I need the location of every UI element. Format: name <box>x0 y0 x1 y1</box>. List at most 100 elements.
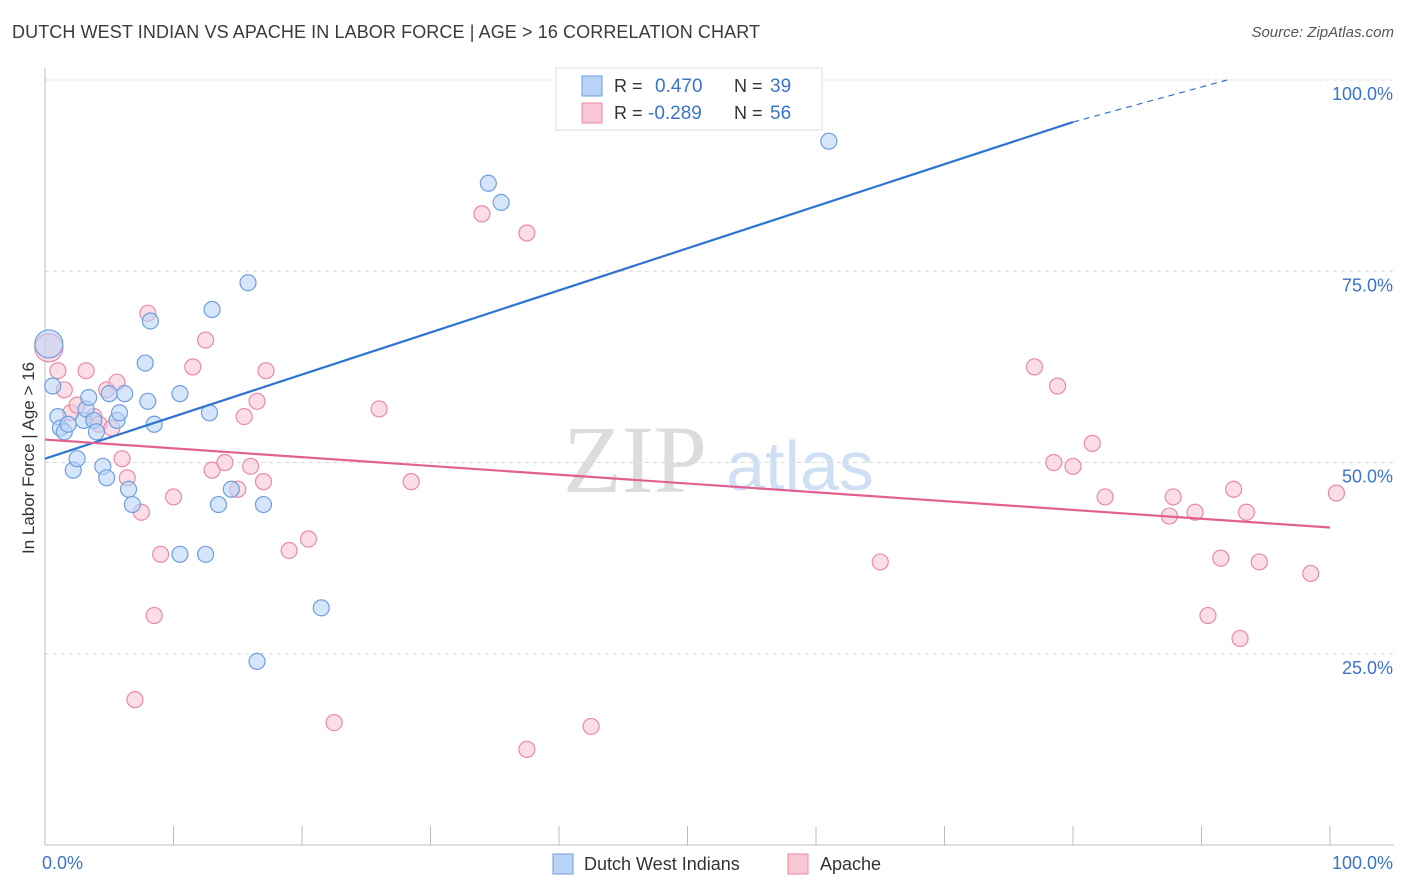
dutch-point-24 <box>145 415 163 433</box>
x-tick-label-0: 0.0% <box>42 853 83 873</box>
bottom-legend-swatch-pink <box>787 853 809 875</box>
legend-n-value-pink: 56 <box>770 103 791 124</box>
dutch-point-27 <box>197 545 215 563</box>
dutch-point-7 <box>68 450 86 468</box>
apache-point-31 <box>325 713 343 732</box>
apache-point-28 <box>257 362 275 380</box>
apache-point-21 <box>203 461 221 479</box>
apache-point-19 <box>184 358 202 376</box>
dutch-point-26 <box>171 385 189 403</box>
legend-r-value-blue: 0.470 <box>655 76 703 97</box>
dutch-point-22 <box>139 392 157 410</box>
apache-point-5 <box>77 362 95 380</box>
apache-point-36 <box>518 740 536 758</box>
grid-lines <box>45 79 1394 655</box>
apache-point-22 <box>216 453 234 472</box>
apache-point-52 <box>1237 503 1256 521</box>
y-axis-label: In Labor Force | Age > 16 <box>19 362 38 554</box>
dutch-point-25 <box>171 545 189 563</box>
apache-point-37 <box>582 717 600 736</box>
legend-n-label-pink: N = <box>734 103 763 123</box>
watermark-atlas: atlas <box>726 427 874 505</box>
legend-box: R = 0.470 N = 39 R = -0.289 N = 56 <box>555 67 823 131</box>
legend-r-value-pink: -0.289 <box>648 103 702 124</box>
apache-point-16 <box>145 606 163 625</box>
bottom-legend-swatch-blue <box>552 853 574 875</box>
apache-point-20 <box>197 331 215 349</box>
y-tick-label-50: 50.0% <box>1342 467 1393 487</box>
dutch-point-19 <box>119 480 138 498</box>
apache-point-40 <box>1045 453 1063 472</box>
bottom-legend-label-pink: Apache <box>820 854 881 874</box>
apache-point-33 <box>402 473 420 491</box>
source-attribution: Source: ZipAtlas.com <box>1251 24 1394 41</box>
dutch-point-12 <box>87 423 106 441</box>
legend-swatch-pink <box>581 102 603 124</box>
y-tick-label-75: 75.0% <box>1342 275 1393 295</box>
apache-trend-line <box>44 438 1331 529</box>
dutch-point-30 <box>209 495 228 514</box>
dutch-trend-line <box>44 121 1074 460</box>
dutch-point-21 <box>136 354 154 372</box>
dutch-point-20 <box>123 495 141 514</box>
dutch-point-31 <box>222 480 240 498</box>
dutch-point-0 <box>34 329 64 359</box>
apache-point-35 <box>518 224 536 242</box>
apache-point-49 <box>1212 549 1230 567</box>
apache-point-47 <box>1186 503 1204 521</box>
dutch-point-1 <box>44 377 62 395</box>
apache-point-46 <box>1164 488 1182 506</box>
dutch-point-34 <box>254 495 273 514</box>
dutch-west-indians-points <box>34 132 838 671</box>
dutch-point-23 <box>141 312 159 330</box>
apache-point-17 <box>152 545 170 563</box>
apache-point-38 <box>871 553 889 571</box>
apache-point-41 <box>1048 377 1067 395</box>
apache-point-39 <box>1025 358 1044 376</box>
apache-point-32 <box>370 400 388 418</box>
dutch-point-18 <box>116 385 134 403</box>
legend-n-label-blue: N = <box>734 76 763 96</box>
bottom-legend: Dutch West Indians Apache <box>552 853 881 875</box>
dutch-point-35 <box>312 599 330 617</box>
apache-point-48 <box>1199 606 1217 625</box>
apache-point-29 <box>280 541 298 560</box>
apache-point-14 <box>126 691 144 709</box>
dutch-point-10 <box>80 388 98 407</box>
legend-r-label-blue: R = <box>614 76 643 96</box>
dutch-point-17 <box>110 404 129 422</box>
apache-point-44 <box>1096 488 1114 506</box>
watermark: ZIP atlas <box>563 406 874 513</box>
dutch-point-15 <box>100 385 118 403</box>
dutch-point-32 <box>239 274 257 292</box>
x-tick-label-100: 100.0% <box>1332 853 1393 873</box>
dutch-point-14 <box>98 469 116 487</box>
apache-point-34 <box>473 205 491 223</box>
dutch-point-33 <box>248 652 266 671</box>
apache-point-53 <box>1250 553 1268 571</box>
apache-point-42 <box>1064 457 1082 475</box>
dutch-point-36 <box>479 174 497 192</box>
trend-lines <box>44 79 1331 529</box>
apache-point-55 <box>1327 484 1346 502</box>
apache-point-24 <box>235 408 253 426</box>
apache-point-54 <box>1302 564 1320 583</box>
apache-point-30 <box>299 530 318 548</box>
dutch-point-38 <box>820 132 838 150</box>
chart-title: DUTCH WEST INDIAN VS APACHE IN LABOR FOR… <box>12 22 761 42</box>
tick-labels: 25.0% 50.0% 75.0% 100.0% 0.0% 100.0% <box>42 84 1393 873</box>
legend-r-label-pink: R = <box>614 103 643 123</box>
apache-point-26 <box>248 392 266 410</box>
apache-point-50 <box>1225 480 1243 498</box>
apache-point-18 <box>164 488 183 506</box>
apache-point-25 <box>242 457 260 475</box>
dutch-point-5 <box>59 415 77 433</box>
y-tick-label-25: 25.0% <box>1342 658 1393 678</box>
y-tick-label-100: 100.0% <box>1332 84 1393 104</box>
apache-point-1 <box>49 362 67 380</box>
legend-n-value-blue: 39 <box>770 76 791 97</box>
apache-point-27 <box>254 473 273 491</box>
dutch-trend-extension <box>1072 79 1228 123</box>
bottom-legend-label-blue: Dutch West Indians <box>584 854 740 874</box>
